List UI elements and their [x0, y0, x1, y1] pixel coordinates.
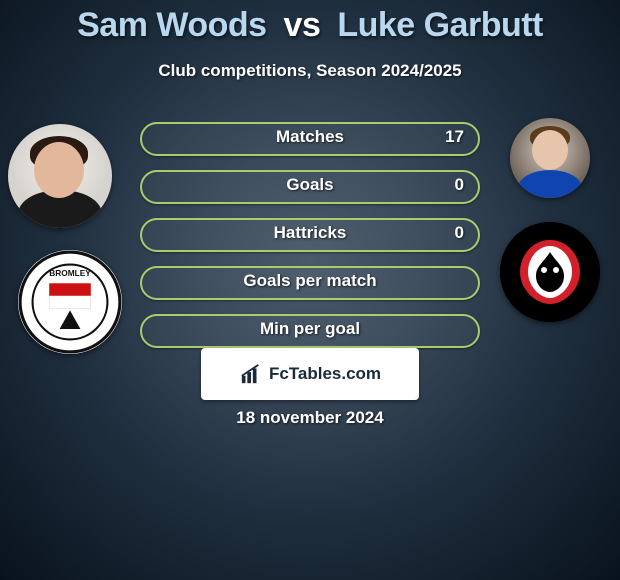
stat-label: Min per goal [142, 319, 478, 339]
player2-name: Luke Garbutt [337, 6, 543, 44]
subtitle: Club competitions, Season 2024/2025 [0, 61, 620, 81]
stat-label: Goals per match [142, 271, 478, 291]
player1-name: Sam Woods [77, 6, 266, 44]
stat-row: Min per goal [140, 314, 480, 348]
stat-label: Matches [142, 127, 478, 147]
stats-panel: Matches17Goals0Hattricks0Goals per match… [140, 122, 480, 362]
stat-row: Hattricks0 [140, 218, 480, 252]
stat-value-right: 0 [455, 175, 464, 195]
brand-text: FcTables.com [269, 364, 381, 384]
stat-row: Matches17 [140, 122, 480, 156]
stat-row: Goals per match [140, 266, 480, 300]
stat-row: Goals0 [140, 170, 480, 204]
date-label: 18 november 2024 [0, 408, 620, 428]
stat-label: Goals [142, 175, 478, 195]
svg-text:BROMLEY: BROMLEY [49, 268, 91, 278]
player2-photo [510, 118, 590, 198]
stat-label: Hattricks [142, 223, 478, 243]
vs-label: vs [284, 6, 321, 44]
player1-club-badge: BROMLEY [18, 250, 122, 354]
player2-club-badge [500, 222, 600, 322]
chart-icon [239, 363, 263, 385]
player1-photo [8, 124, 112, 228]
brand-badge: FcTables.com [201, 348, 419, 400]
stat-value-right: 17 [445, 127, 464, 147]
page-title: Sam Woods vs Luke Garbutt [0, 0, 620, 45]
stat-value-right: 0 [455, 223, 464, 243]
